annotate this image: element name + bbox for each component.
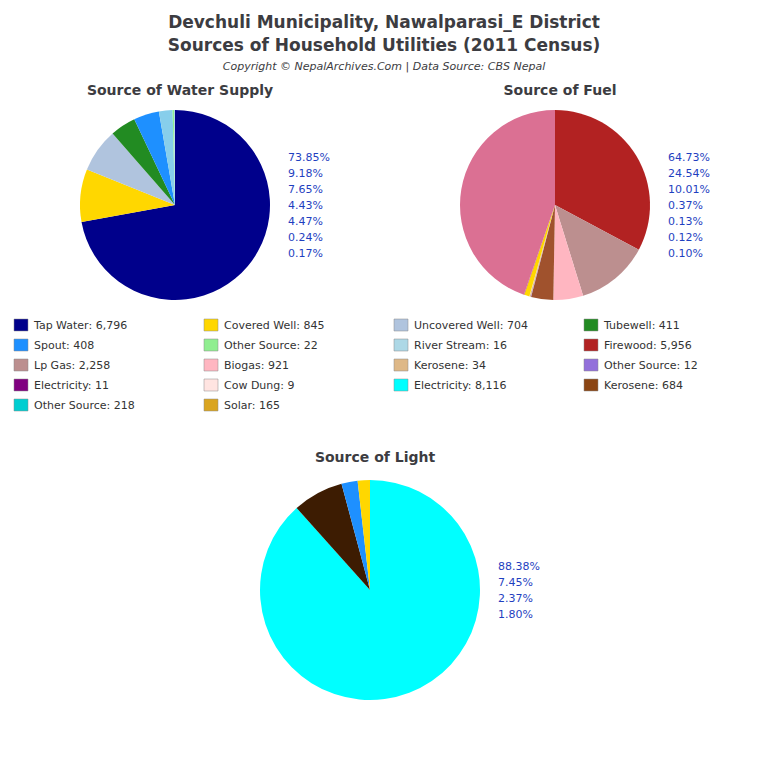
svg-text:Kerosene: 34: Kerosene: 34 xyxy=(414,359,486,372)
svg-text:Sources of Household Utilities: Sources of Household Utilities (2011 Cen… xyxy=(168,35,601,55)
svg-text:Covered Well: 845: Covered Well: 845 xyxy=(224,319,325,332)
svg-text:Lp Gas: 2,258: Lp Gas: 2,258 xyxy=(34,359,110,372)
svg-text:Tubewell: 411: Tubewell: 411 xyxy=(603,319,680,332)
svg-text:0.17%: 0.17% xyxy=(288,247,323,260)
svg-text:73.85%: 73.85% xyxy=(288,151,330,164)
svg-text:Electricity: 8,116: Electricity: 8,116 xyxy=(414,379,507,392)
svg-text:10.01%: 10.01% xyxy=(668,183,710,196)
svg-text:0.37%: 0.37% xyxy=(668,199,703,212)
svg-text:Source of Fuel: Source of Fuel xyxy=(504,82,617,98)
svg-text:Source of Light: Source of Light xyxy=(315,449,436,465)
svg-text:River Stream: 16: River Stream: 16 xyxy=(414,339,507,352)
svg-text:Firewood: 5,956: Firewood: 5,956 xyxy=(604,339,692,352)
svg-text:0.24%: 0.24% xyxy=(288,231,323,244)
svg-text:9.18%: 9.18% xyxy=(288,167,323,180)
svg-text:0.10%: 0.10% xyxy=(668,247,703,260)
svg-text:Tap Water: 6,796: Tap Water: 6,796 xyxy=(33,319,127,332)
svg-text:2.37%: 2.37% xyxy=(498,592,533,605)
svg-text:0.12%: 0.12% xyxy=(668,231,703,244)
svg-text:Copyright © NepalArchives.Com: Copyright © NepalArchives.Com | Data Sou… xyxy=(223,60,545,73)
svg-text:Kerosene: 684: Kerosene: 684 xyxy=(604,379,683,392)
svg-text:0.13%: 0.13% xyxy=(668,215,703,228)
svg-text:4.43%: 4.43% xyxy=(288,199,323,212)
svg-text:Biogas: 921: Biogas: 921 xyxy=(224,359,289,372)
svg-text:7.65%: 7.65% xyxy=(288,183,323,196)
svg-text:Solar: 165: Solar: 165 xyxy=(224,399,280,412)
svg-text:Other Source: 12: Other Source: 12 xyxy=(604,359,698,372)
svg-text:24.54%: 24.54% xyxy=(668,167,710,180)
svg-text:Electricity: 11: Electricity: 11 xyxy=(34,379,109,392)
svg-text:1.80%: 1.80% xyxy=(498,608,533,621)
svg-text:Uncovered Well: 704: Uncovered Well: 704 xyxy=(414,319,528,332)
svg-text:Cow Dung: 9: Cow Dung: 9 xyxy=(224,379,295,392)
svg-text:88.38%: 88.38% xyxy=(498,560,540,573)
svg-text:Other Source: 218: Other Source: 218 xyxy=(34,399,135,412)
svg-text:Devchuli Municipality, Nawalpa: Devchuli Municipality, Nawalparasi_E Dis… xyxy=(168,12,600,32)
svg-text:64.73%: 64.73% xyxy=(668,151,710,164)
svg-text:7.45%: 7.45% xyxy=(498,576,533,589)
svg-text:Source of Water Supply: Source of Water Supply xyxy=(87,82,273,98)
svg-text:Other Source: 22: Other Source: 22 xyxy=(224,339,318,352)
svg-text:4.47%: 4.47% xyxy=(288,215,323,228)
svg-text:Spout: 408: Spout: 408 xyxy=(34,339,94,352)
